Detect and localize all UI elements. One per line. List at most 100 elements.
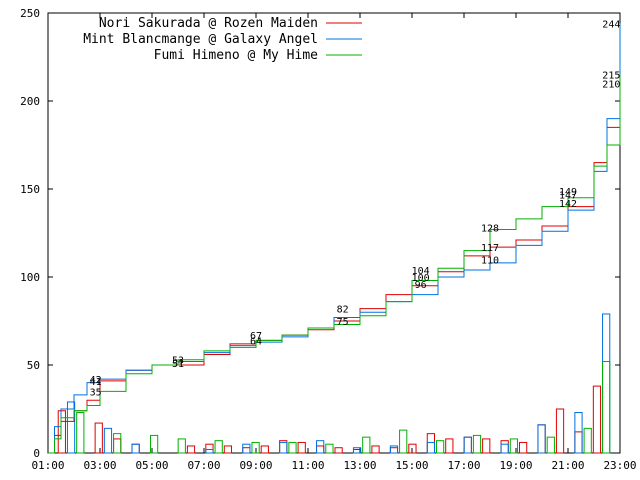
point-label: 210 (602, 79, 620, 90)
point-label: 64 (250, 336, 262, 347)
histogram-bar (260, 445, 269, 454)
legend-label: Fumi Himeno @ My Hime (154, 48, 319, 63)
histogram-bar (251, 441, 260, 454)
point-label: 128 (481, 224, 499, 235)
point-label: 215 (602, 71, 620, 82)
histogram-bar (186, 445, 196, 454)
x-tick-label: 21:00 (551, 459, 584, 472)
histogram-bar (103, 427, 113, 454)
histogram-bar (66, 401, 76, 454)
point-label: 67 (250, 331, 262, 342)
histogram-bar (76, 412, 85, 454)
histogram-bar (546, 436, 555, 454)
y-tick-label: 50 (27, 359, 40, 372)
histogram-bar (177, 438, 186, 454)
histogram-bar (371, 445, 380, 454)
point-label: 149 (559, 187, 577, 198)
histogram-bar (426, 433, 435, 454)
histogram-bar (288, 441, 297, 454)
histogram-bar (316, 445, 325, 454)
x-tick-label: 05:00 (135, 459, 168, 472)
point-label: 244 (602, 20, 620, 31)
histogram-bar (279, 441, 288, 454)
histogram-bar (583, 427, 592, 454)
histogram-bar (57, 410, 66, 454)
x-tick-label: 03:00 (83, 459, 116, 472)
histogram-bar (352, 447, 362, 454)
histogram-bar (362, 436, 371, 454)
histogram-bar (602, 360, 611, 454)
histogram-bar (602, 313, 611, 454)
histogram-bar (325, 443, 334, 454)
histogram-bar (205, 443, 214, 454)
plot-frame (47, 12, 621, 454)
histogram-bar (408, 443, 417, 454)
point-label: 82 (337, 305, 349, 316)
point-label: 104 (412, 266, 430, 277)
histogram-bar (205, 448, 214, 454)
histogram-bar (242, 447, 251, 454)
legend-label: Mint Blancmange @ Galaxy Angel (83, 32, 318, 47)
histogram-bar (131, 443, 140, 454)
histogram-bar (426, 441, 435, 454)
point-label: 142 (559, 199, 577, 210)
histogram-bar (519, 441, 528, 454)
series-line (48, 74, 621, 454)
histogram-bar (574, 412, 583, 454)
x-tick-label: 13:00 (343, 459, 376, 472)
histogram-bar (509, 438, 519, 454)
legend-label: Nori Sakurada @ Rozen Maiden (99, 16, 318, 31)
point-label: 147 (559, 190, 577, 201)
histogram-bar (389, 445, 399, 454)
histogram-bar (399, 429, 408, 454)
x-tick-label: 09:00 (239, 459, 272, 472)
histogram-bar (463, 436, 472, 454)
point-label: 96 (415, 280, 427, 291)
histogram-bar (445, 438, 454, 454)
x-tick-label: 19:00 (499, 459, 532, 472)
point-label: 42 (90, 375, 102, 386)
series-line (48, 23, 621, 454)
x-tick-label: 17:00 (447, 459, 480, 472)
histogram-bar (592, 385, 602, 454)
x-tick-label: 07:00 (187, 459, 220, 472)
point-label: 41 (90, 377, 102, 388)
point-label: 117 (481, 243, 499, 254)
y-tick-label: 250 (20, 7, 40, 20)
histogram-bar (113, 433, 122, 454)
y-tick-label: 200 (20, 95, 40, 108)
histogram-bar (242, 443, 251, 454)
histogram-bar (131, 443, 140, 454)
point-label: 75 (337, 317, 349, 328)
histogram-bar (435, 440, 445, 454)
y-tick-label: 150 (20, 183, 40, 196)
histogram-bar (113, 438, 122, 454)
x-tick-label: 11:00 (291, 459, 324, 472)
point-label: 35 (90, 387, 102, 398)
point-label: 53 (172, 356, 184, 367)
histogram-bar (94, 422, 103, 454)
point-label: 51 (172, 359, 184, 370)
histogram-bar (500, 440, 509, 454)
point-label: 100 (412, 273, 430, 284)
y-tick-label: 100 (20, 271, 40, 284)
histogram-bar (555, 408, 565, 454)
histogram-bar (500, 443, 509, 454)
histogram-bar (537, 424, 546, 454)
series-line (48, 83, 621, 454)
histogram-bar (574, 431, 583, 454)
histogram-bar (297, 441, 306, 454)
x-tick-label: 15:00 (395, 459, 428, 472)
histogram-bar (334, 447, 343, 454)
histogram-bar (389, 447, 399, 454)
histogram-bar (214, 440, 223, 454)
histogram-bar (316, 440, 325, 454)
histogram-bar (472, 434, 482, 454)
x-tick-label: 01:00 (31, 459, 64, 472)
y-tick-label: 0 (33, 447, 40, 460)
histogram-bar (482, 438, 491, 454)
x-tick-label: 23:00 (603, 459, 636, 472)
point-label: 110 (481, 255, 499, 266)
histogram-bar (537, 424, 546, 454)
